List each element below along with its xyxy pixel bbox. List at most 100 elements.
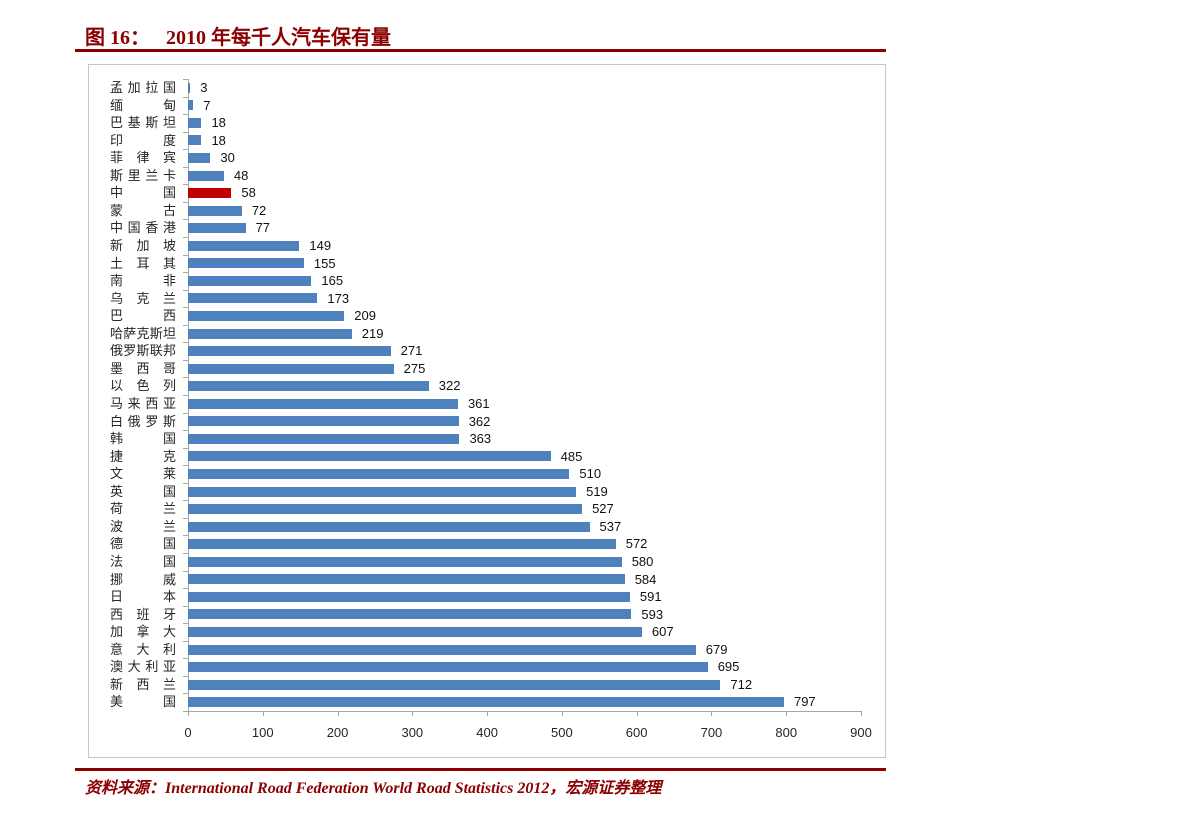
bar-row: 中国香港 77 [89, 219, 885, 237]
bar [188, 626, 642, 637]
value-axis-tick [412, 711, 414, 716]
value-axis-tick-label: 400 [476, 725, 498, 740]
bar-row: 马来西亚 361 [89, 395, 885, 413]
category-label: 菲律宾 [110, 150, 176, 166]
value-axis-tick [636, 711, 638, 716]
bar-chart-panel: 孟加拉国 3 缅甸 7 巴基斯坦 18 印度 18 菲律宾 30 斯里兰卡 48 中国 58 蒙古 72 中国香… [88, 64, 886, 758]
value-label: 363 [469, 431, 492, 447]
bar-row: 荷兰 527 [89, 500, 885, 518]
bar-row: 俄罗斯联邦 271 [89, 342, 885, 360]
value-label: 485 [560, 448, 583, 464]
value-label: 537 [599, 518, 622, 534]
value-axis-tick [188, 711, 189, 716]
bar-row: 新西兰 712 [89, 676, 885, 694]
category-tick [183, 465, 188, 467]
bar-row: 巴西 209 [89, 307, 885, 325]
source-attribution: 资料来源：International Road Federation World… [85, 780, 662, 797]
category-tick [183, 693, 188, 695]
category-label: 乌克兰 [110, 290, 176, 306]
value-axis-tick-label: 0 [184, 725, 192, 740]
category-label: 捷克 [110, 448, 176, 464]
value-axis-tick [786, 711, 788, 716]
bar [188, 258, 304, 269]
category-label: 巴西 [110, 308, 176, 324]
category-tick [183, 500, 188, 502]
category-tick [183, 377, 188, 379]
value-label: 797 [793, 694, 816, 710]
bar [188, 662, 708, 673]
category-tick [183, 324, 188, 326]
category-label: 新加坡 [110, 238, 176, 253]
value-label: 18 [211, 132, 226, 148]
category-tick [183, 623, 188, 625]
value-label: 593 [641, 606, 664, 622]
value-axis-tick-label: 700 [700, 725, 723, 740]
bar-row: 挪威 584 [89, 571, 885, 589]
category-label: 荷兰 [110, 501, 176, 517]
category-label: 蒙古 [110, 202, 176, 218]
category-label: 澳大利亚 [110, 659, 176, 675]
category-tick [183, 517, 188, 519]
bar-row: 南非 165 [89, 272, 885, 290]
category-tick [183, 219, 188, 221]
category-tick [183, 395, 188, 396]
category-label: 日本 [110, 589, 176, 605]
bar-row: 哈萨克斯坦 219 [89, 325, 885, 343]
bar [188, 451, 551, 462]
bar [188, 539, 616, 550]
bar-row: 新加坡 149 [89, 237, 885, 255]
category-label: 印度 [110, 132, 176, 148]
bar [188, 328, 352, 339]
value-axis-tick [337, 711, 339, 716]
value-label: 679 [705, 641, 728, 657]
category-label: 南非 [110, 273, 176, 289]
category-tick [183, 535, 188, 537]
bar [188, 486, 577, 497]
bar [188, 433, 460, 444]
category-label: 俄罗斯联邦 [110, 343, 176, 359]
category-tick [183, 588, 188, 590]
value-label: 527 [592, 501, 614, 517]
category-label: 墨西哥 [110, 360, 176, 376]
bar [188, 170, 224, 181]
value-axis-tick-label: 100 [251, 725, 274, 740]
bar [188, 293, 318, 304]
value-label: 607 [651, 624, 674, 640]
bar-row: 美国 797 [89, 693, 885, 711]
category-label: 加拿大 [110, 624, 176, 640]
value-label: 275 [403, 360, 426, 376]
bar [188, 310, 345, 321]
bar [188, 363, 394, 374]
bar [188, 223, 246, 234]
category-label: 意大利 [110, 641, 176, 657]
bar-row: 中国 58 [89, 184, 885, 202]
bar [188, 135, 202, 146]
bar-row: 韩国 363 [89, 430, 885, 448]
category-tick [183, 201, 188, 203]
category-label: 斯里兰卡 [110, 167, 176, 183]
bar [188, 275, 312, 286]
category-label: 哈萨克斯坦 [110, 325, 176, 341]
bar [188, 574, 625, 585]
category-tick [183, 553, 188, 554]
bar-row: 以色列 322 [89, 377, 885, 395]
category-label: 以色列 [110, 378, 176, 394]
value-axis-tick [711, 711, 713, 716]
category-tick [183, 430, 188, 432]
value-axis-line [188, 711, 861, 712]
category-tick [183, 254, 188, 256]
value-label: 149 [309, 238, 332, 253]
value-axis-tick-label: 600 [625, 725, 648, 740]
category-tick [183, 711, 188, 712]
bar-row: 捷克 485 [89, 448, 885, 466]
bar [188, 468, 570, 479]
category-label: 中国香港 [110, 220, 176, 236]
value-label: 519 [586, 483, 608, 499]
bar-row: 文莱 510 [89, 465, 885, 483]
bar [188, 381, 429, 392]
figure-title: 2010 年每千人汽车保有量 [166, 27, 391, 49]
category-tick [183, 149, 188, 151]
bar [188, 556, 622, 567]
value-axis-tick-label: 300 [401, 725, 424, 740]
bar-row: 澳大利亚 695 [89, 658, 885, 676]
